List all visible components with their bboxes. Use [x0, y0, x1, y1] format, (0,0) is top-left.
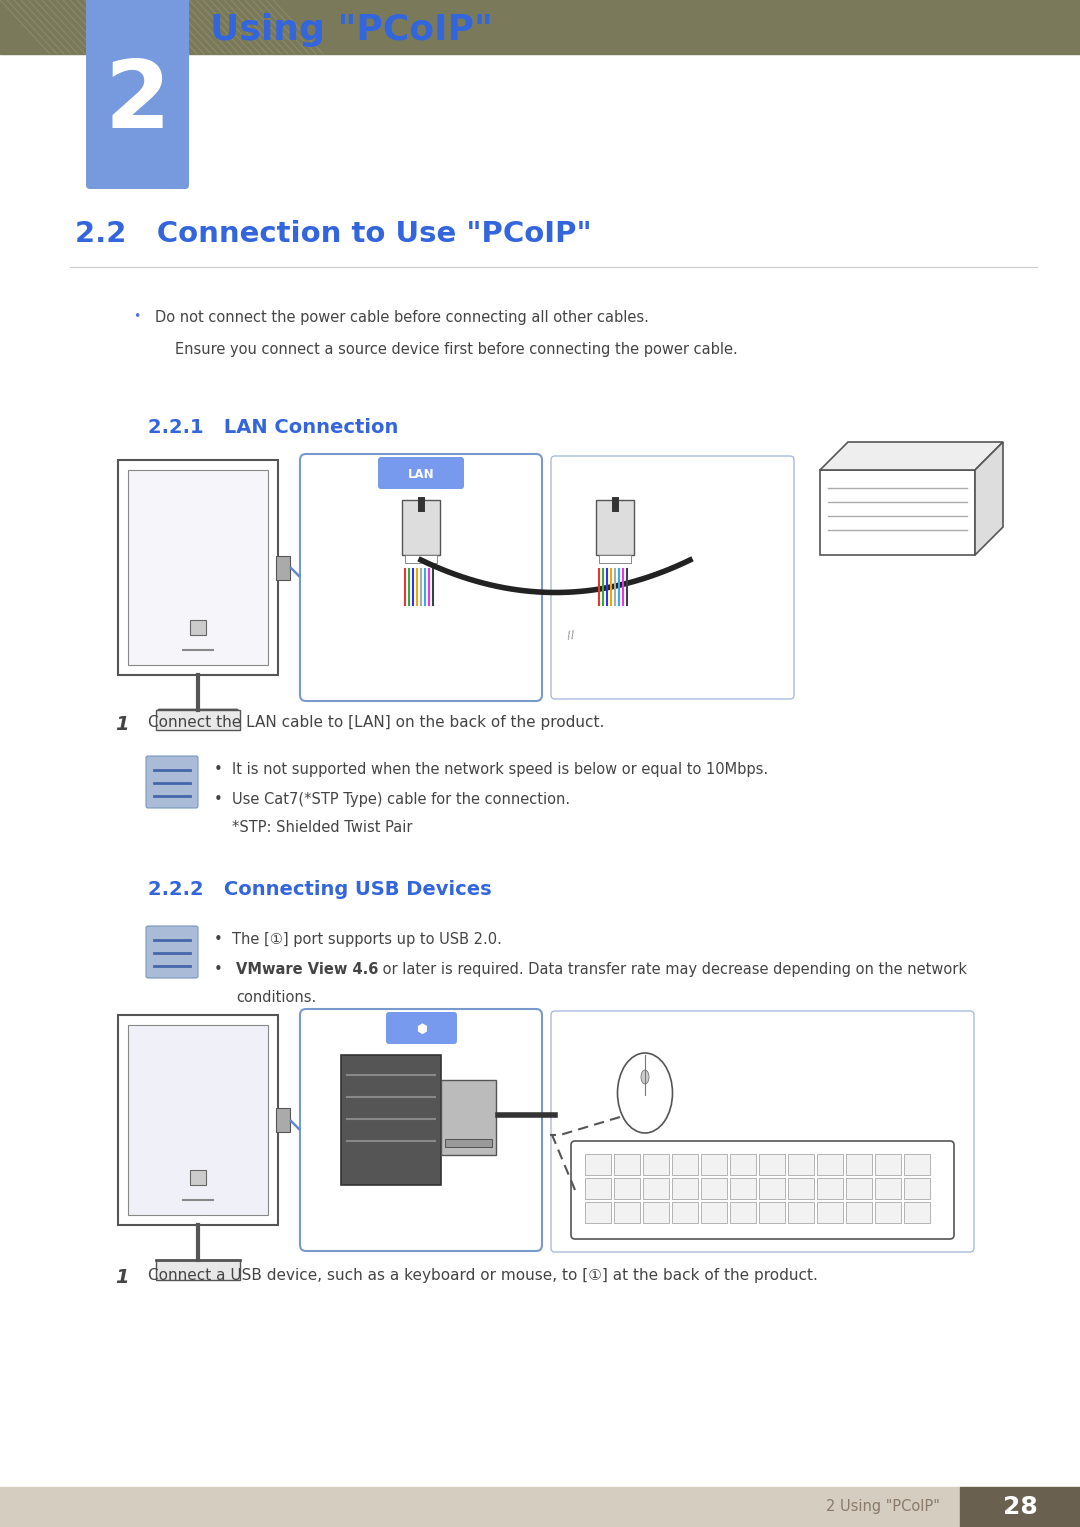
Bar	[585, 1177, 611, 1199]
Text: •: •	[214, 962, 232, 977]
Bar	[701, 1202, 727, 1223]
Bar	[156, 710, 240, 730]
Bar	[904, 1202, 930, 1223]
Text: VMware View 4.6: VMware View 4.6	[237, 962, 378, 977]
Bar	[788, 1202, 814, 1223]
FancyBboxPatch shape	[571, 1141, 954, 1238]
Bar	[615, 1202, 640, 1223]
Bar	[701, 1177, 727, 1199]
Text: Connect the LAN cable to [LAN] on the back of the product.: Connect the LAN cable to [LAN] on the ba…	[148, 715, 605, 730]
Bar	[816, 1154, 843, 1174]
Bar	[730, 1154, 756, 1174]
Bar	[156, 1260, 240, 1280]
Bar	[615, 1154, 640, 1174]
Text: 2.2   Connection to Use "PCoIP": 2.2 Connection to Use "PCoIP"	[75, 220, 592, 247]
Bar	[820, 470, 975, 554]
Text: •: •	[133, 310, 140, 324]
Text: •  The [①] port supports up to USB 2.0.: • The [①] port supports up to USB 2.0.	[214, 931, 502, 947]
Bar	[129, 1025, 268, 1215]
FancyBboxPatch shape	[146, 925, 198, 977]
FancyBboxPatch shape	[378, 457, 464, 489]
Bar	[701, 1154, 727, 1174]
Bar	[904, 1177, 930, 1199]
Bar	[672, 1202, 698, 1223]
Bar	[585, 1154, 611, 1174]
Bar	[846, 1177, 872, 1199]
Text: Using "PCoIP": Using "PCoIP"	[210, 14, 492, 47]
Text: •  It is not supported when the network speed is below or equal to 10Mbps.: • It is not supported when the network s…	[214, 762, 768, 777]
Bar	[816, 1177, 843, 1199]
Text: Ensure you connect a source device first before connecting the power cable.: Ensure you connect a source device first…	[175, 342, 738, 357]
FancyBboxPatch shape	[551, 457, 794, 699]
Bar	[118, 460, 278, 675]
Bar	[875, 1154, 901, 1174]
Bar	[788, 1154, 814, 1174]
FancyBboxPatch shape	[300, 454, 542, 701]
FancyBboxPatch shape	[146, 756, 198, 808]
Bar	[846, 1154, 872, 1174]
Text: conditions.: conditions.	[237, 989, 316, 1005]
Polygon shape	[975, 441, 1003, 554]
Bar	[341, 1055, 441, 1185]
Bar	[759, 1177, 785, 1199]
Bar	[904, 1154, 930, 1174]
Bar	[596, 499, 634, 554]
Bar	[730, 1202, 756, 1223]
Text: Do not connect the power cable before connecting all other cables.: Do not connect the power cable before co…	[156, 310, 649, 325]
Bar	[816, 1202, 843, 1223]
Bar	[759, 1154, 785, 1174]
FancyBboxPatch shape	[386, 1012, 457, 1044]
Text: 2 Using "PCoIP": 2 Using "PCoIP"	[826, 1500, 940, 1515]
Bar	[672, 1154, 698, 1174]
Ellipse shape	[618, 1054, 673, 1133]
Text: LAN: LAN	[407, 467, 434, 481]
Text: •  Use Cat7(*STP Type) cable for the connection.: • Use Cat7(*STP Type) cable for the conn…	[214, 793, 570, 806]
Bar	[599, 554, 631, 563]
Text: Connect a USB device, such as a keyboard or mouse, to [①] at the back of the pro: Connect a USB device, such as a keyboard…	[148, 1267, 818, 1283]
Bar	[875, 1177, 901, 1199]
Text: 2.2.2   Connecting USB Devices: 2.2.2 Connecting USB Devices	[148, 880, 491, 899]
Bar	[788, 1177, 814, 1199]
Bar	[960, 1487, 1080, 1527]
Text: 1: 1	[114, 1267, 129, 1287]
Bar	[276, 1109, 291, 1132]
Bar	[190, 1170, 206, 1185]
Bar	[276, 556, 291, 580]
Polygon shape	[820, 441, 1003, 470]
Bar	[643, 1154, 669, 1174]
Bar	[405, 554, 437, 563]
Ellipse shape	[642, 1070, 649, 1084]
FancyBboxPatch shape	[86, 0, 189, 189]
Bar	[730, 1177, 756, 1199]
Bar	[445, 1139, 492, 1147]
Text: 2: 2	[105, 56, 171, 148]
Bar	[118, 1015, 278, 1225]
Bar	[0, 1487, 960, 1527]
Bar	[643, 1202, 669, 1223]
Bar	[846, 1202, 872, 1223]
Bar	[585, 1202, 611, 1223]
Bar	[402, 499, 440, 554]
Bar	[759, 1202, 785, 1223]
FancyBboxPatch shape	[300, 1009, 542, 1251]
Bar	[0, 0, 1080, 53]
Text: 1: 1	[114, 715, 129, 734]
Bar	[672, 1177, 698, 1199]
Text: or later is required. Data transfer rate may decrease depending on the network: or later is required. Data transfer rate…	[378, 962, 967, 977]
Text: 2.2.1   LAN Connection: 2.2.1 LAN Connection	[148, 418, 399, 437]
Bar	[190, 620, 206, 635]
Bar	[129, 470, 268, 664]
Text: 28: 28	[1002, 1495, 1038, 1519]
Bar	[615, 1177, 640, 1199]
Bar	[875, 1202, 901, 1223]
Bar	[441, 1080, 496, 1154]
FancyBboxPatch shape	[551, 1011, 974, 1252]
Bar	[643, 1177, 669, 1199]
Text: *STP: Shielded Twist Pair: *STP: Shielded Twist Pair	[232, 820, 413, 835]
Text: //: //	[566, 629, 575, 640]
Text: ⬢: ⬢	[416, 1023, 427, 1035]
